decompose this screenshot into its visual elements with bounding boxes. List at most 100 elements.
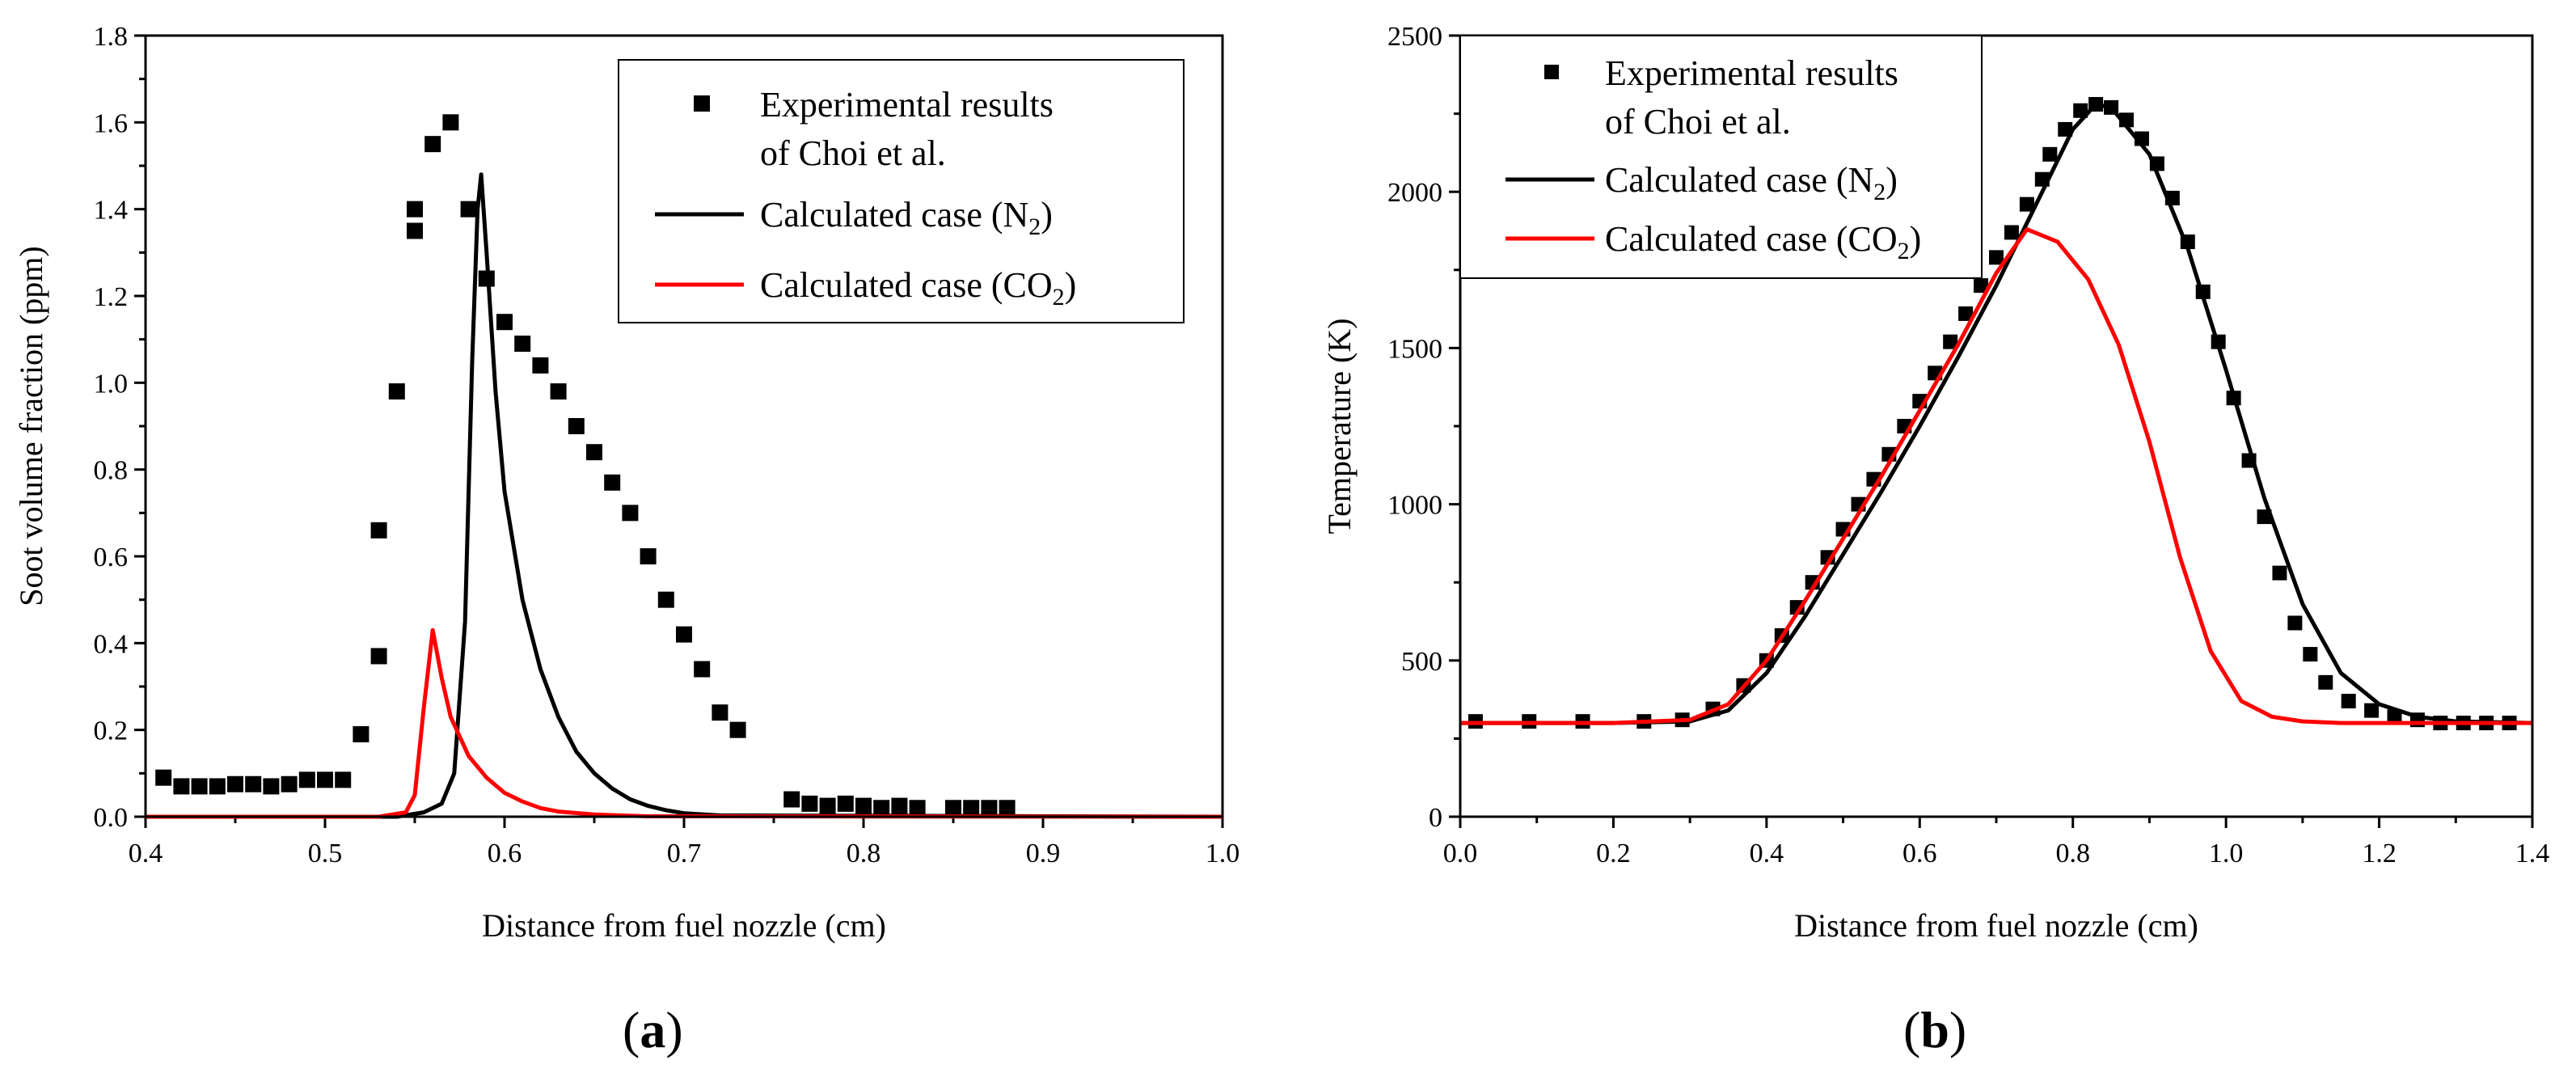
chart-a-co2-line bbox=[146, 627, 1223, 819]
chart-b-ticks: 0.0 0.2 0.4 0.6 0.8 1.0 1.2 1.4 0 500 1000 1500 2000… bbox=[1387, 22, 2549, 868]
experimental-point bbox=[532, 357, 549, 374]
experimental-point bbox=[963, 800, 980, 817]
x-tick-label: 1.4 bbox=[2515, 839, 2550, 868]
experimental-point bbox=[2387, 709, 2402, 725]
chart-a-plot-frame bbox=[144, 34, 1224, 818]
chart-b-legend-exp-line1: Experimental results bbox=[1605, 53, 1898, 93]
chart-b-ylabel: Temperature (K) bbox=[1321, 318, 1358, 534]
chart-b-legend-co2-label: Calculated case (CO2) bbox=[1605, 219, 1921, 264]
panel-a-label: (a) bbox=[623, 1001, 683, 1058]
chart-b-legend-n2-label: Calculated case (N2) bbox=[1605, 160, 1898, 205]
chart-a-legend-exp-marker bbox=[694, 95, 710, 112]
experimental-point bbox=[460, 201, 477, 218]
chart-a: 0.4 0.5 0.6 0.7 0.8 0.9 1.0 0.0 0.2 0.4 0.6 0.8 1.0 1… bbox=[13, 22, 1239, 1058]
chart-b-legend-exp-marker bbox=[1544, 65, 1559, 79]
experimental-point bbox=[317, 771, 333, 788]
chart-b-plot-frame bbox=[1459, 34, 2534, 818]
panel-b-label: (b) bbox=[1903, 1001, 1966, 1058]
experimental-point bbox=[281, 775, 298, 792]
experimental-point bbox=[568, 418, 585, 434]
experimental-point bbox=[729, 721, 746, 738]
experimental-point bbox=[353, 726, 370, 743]
x-tick-label: 0.6 bbox=[488, 839, 522, 868]
experimental-point bbox=[2272, 565, 2287, 581]
experimental-point bbox=[2303, 647, 2318, 662]
experimental-point bbox=[801, 795, 818, 812]
y-tick-label: 0.8 bbox=[94, 456, 129, 486]
chart-a-legend: Experimental results of Choi et al. Calc… bbox=[618, 59, 1185, 323]
experimental-point bbox=[227, 775, 243, 792]
experimental-point bbox=[676, 626, 692, 643]
x-tick-label: 0.2 bbox=[1596, 839, 1631, 868]
experimental-point bbox=[155, 769, 172, 786]
chart-b-legend-exp-line2: of Choi et al. bbox=[1605, 102, 1791, 142]
experimental-point bbox=[657, 591, 674, 608]
chart-b-n2-line bbox=[1460, 102, 2533, 725]
x-tick-label: 0.5 bbox=[308, 839, 343, 868]
x-tick-label: 1.0 bbox=[2209, 839, 2244, 868]
experimental-point bbox=[855, 797, 872, 814]
experimental-point bbox=[712, 704, 728, 721]
chart-a-legend-exp-line2: of Choi et al. bbox=[760, 133, 946, 173]
x-tick-label: 0.4 bbox=[1750, 839, 1784, 868]
y-tick-label: 0.6 bbox=[94, 543, 129, 573]
experimental-point bbox=[407, 201, 423, 218]
chart-a-n2-line bbox=[146, 172, 1223, 819]
experimental-point bbox=[407, 222, 423, 239]
experimental-point bbox=[209, 778, 226, 795]
chart-b-xlabel: Distance from fuel nozzle (cm) bbox=[1794, 907, 2198, 944]
y-tick-label: 1.8 bbox=[94, 22, 129, 52]
experimental-point bbox=[424, 136, 441, 153]
experimental-point bbox=[640, 548, 657, 564]
experimental-point bbox=[2341, 694, 2356, 709]
x-tick-label: 0.8 bbox=[847, 839, 881, 868]
experimental-point bbox=[783, 791, 800, 808]
experimental-point bbox=[819, 797, 836, 814]
y-tick-label: 1.0 bbox=[94, 369, 129, 399]
experimental-point bbox=[891, 797, 908, 814]
experimental-point bbox=[370, 648, 387, 665]
experimental-point bbox=[2287, 615, 2303, 631]
experimental-point bbox=[514, 336, 531, 353]
x-tick-label: 0.8 bbox=[2055, 839, 2090, 868]
y-tick-label: 2500 bbox=[1387, 22, 1442, 52]
experimental-point bbox=[263, 778, 280, 795]
x-tick-label: 1.0 bbox=[1206, 839, 1240, 868]
x-tick-label: 0.7 bbox=[667, 839, 702, 868]
experimental-point bbox=[873, 800, 890, 817]
chart-b-co2-line bbox=[1460, 227, 2532, 725]
experimental-point bbox=[604, 474, 621, 491]
experimental-point bbox=[837, 795, 854, 812]
experimental-point bbox=[245, 775, 262, 792]
experimental-point bbox=[1943, 334, 1958, 349]
experimental-point bbox=[586, 444, 602, 461]
experimental-point bbox=[496, 314, 513, 331]
experimental-point bbox=[1958, 306, 1974, 321]
experimental-point bbox=[335, 771, 352, 788]
y-tick-label: 0.2 bbox=[94, 716, 129, 746]
chart-a-legend-box bbox=[618, 59, 1185, 323]
x-tick-label: 1.2 bbox=[2362, 839, 2397, 868]
x-tick-label: 0.0 bbox=[1443, 839, 1478, 868]
experimental-point bbox=[442, 114, 459, 131]
x-tick-label: 0.9 bbox=[1026, 839, 1061, 868]
experimental-point bbox=[694, 661, 711, 678]
experimental-point bbox=[2318, 674, 2333, 690]
experimental-point bbox=[2364, 703, 2380, 718]
x-tick-label: 0.4 bbox=[129, 839, 163, 868]
y-tick-label: 500 bbox=[1401, 647, 1442, 677]
y-tick-label: 1.4 bbox=[94, 196, 129, 226]
x-tick-label: 0.6 bbox=[1902, 839, 1937, 868]
chart-a-legend-n2-label: Calculated case (N2) bbox=[760, 195, 1053, 240]
y-tick-label: 0.4 bbox=[94, 629, 129, 659]
experimental-point bbox=[2042, 146, 2058, 162]
y-tick-label: 0 bbox=[1429, 803, 1442, 833]
experimental-point bbox=[999, 800, 1016, 817]
experimental-point bbox=[945, 800, 961, 817]
chart-a-xlabel: Distance from fuel nozzle (cm) bbox=[482, 907, 886, 944]
experimental-point bbox=[388, 383, 405, 400]
chart-a-legend-exp-line1: Experimental results bbox=[760, 85, 1054, 125]
chart-a-ylabel: Soot volume fraction (ppm) bbox=[13, 246, 49, 606]
experimental-point bbox=[2019, 196, 2034, 212]
